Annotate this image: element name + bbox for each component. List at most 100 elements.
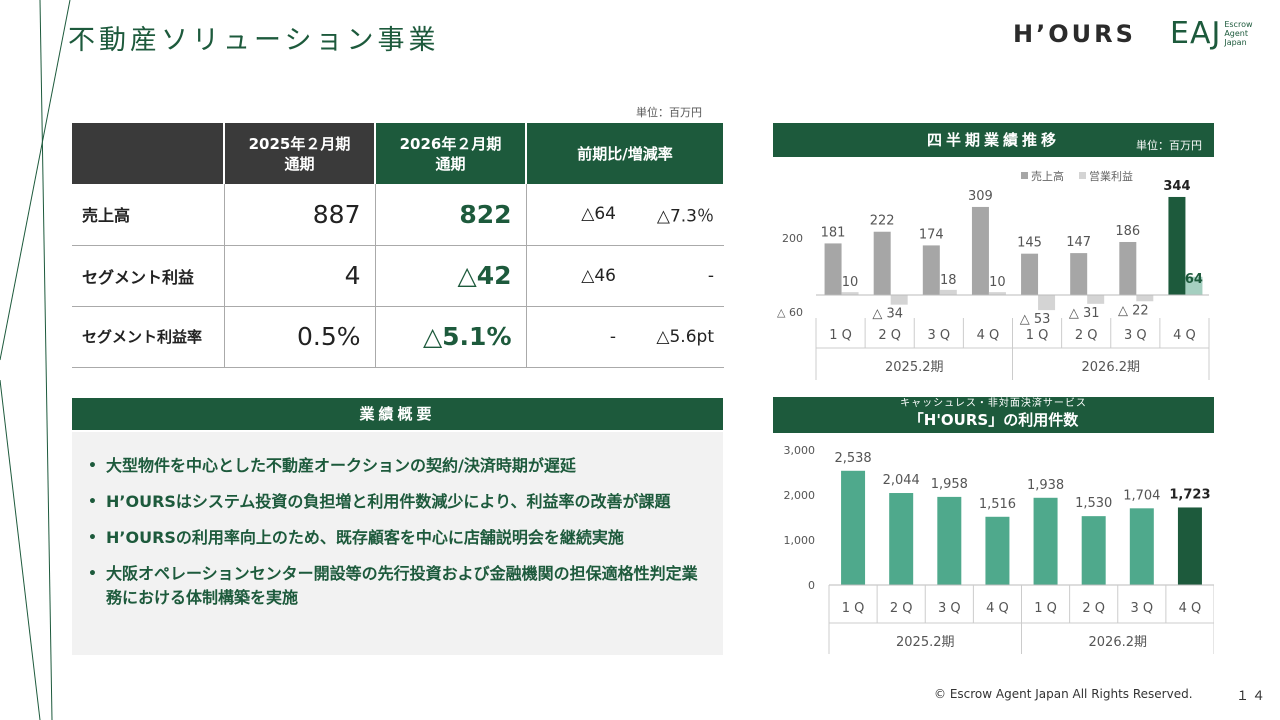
usage-data-label: 1,704 [1123, 488, 1160, 503]
eaj-logo: EAJ Escrow Agent Japan [1170, 14, 1253, 54]
sales-bar [824, 243, 842, 295]
y-tick-label: 2,000 [784, 489, 816, 502]
usage-data-label: 1,958 [931, 477, 968, 492]
table-header-fy2025: 2025年２月期 通期 [224, 123, 376, 184]
x-tick-label: 4 Q [986, 601, 1009, 616]
cell-fy2026: △5.1% [375, 306, 527, 368]
usage-bar [1081, 516, 1106, 585]
legend-label-sales: 売上高 [1031, 169, 1064, 183]
row-label: 売上高 [72, 184, 224, 246]
x-tick-label: 2 Q [1075, 328, 1098, 343]
table-row: セグメント利益率 0.5% △5.1% - △5.6pt [72, 306, 724, 368]
usage-data-label: 1,530 [1075, 496, 1112, 511]
x-tick-label: 1 Q [842, 601, 865, 616]
x-tick-label: 3 Q [938, 601, 961, 616]
cell-rate: △5.6pt [656, 326, 714, 347]
page-title: 不動産ソリューション事業 [68, 25, 440, 56]
chart1-title: 四半期業績推移 [926, 131, 1060, 149]
hours-logo: H’OURS [1013, 20, 1136, 48]
cell-comparison: △46 - [526, 245, 724, 307]
summary-list: 大型物件を中心とした不動産オークションの契約/決済時期が遅延 H’OURSはシス… [72, 432, 723, 610]
x-tick-label: 2 Q [878, 328, 901, 343]
x-group-label: 2026.2期 [1082, 360, 1141, 375]
x-tick-label: 3 Q [1124, 328, 1147, 343]
quarterly-results-chart: 売上高 営業利益 200 △ 60 181 10 222 △ 34 174 18 309 10 145 △… [777, 169, 1210, 380]
profit-data-label: 64 [1185, 272, 1203, 287]
profit-data-label: 18 [940, 273, 957, 288]
footer-copyright: © Escrow Agent Japan All Rights Reserved… [934, 687, 1193, 701]
y-tick-label: 1,000 [784, 534, 816, 547]
sales-bar [1119, 241, 1137, 295]
cell-diff: - [609, 326, 616, 347]
sales-data-label: 344 [1163, 179, 1190, 194]
eaj-logo-subtext: Escrow Agent Japan [1224, 20, 1253, 47]
table-unit: 単位：百万円 [636, 106, 702, 119]
list-item: 大型物件を中心とした不動産オークションの契約/決済時期が遅延 [88, 454, 703, 478]
y-tick-label: △ 60 [777, 306, 803, 319]
sales-data-label: 186 [1115, 224, 1140, 239]
sales-data-label: 174 [919, 227, 944, 242]
row-label: セグメント利益率 [72, 306, 224, 368]
usage-bar [1033, 497, 1058, 585]
usage-data-label: 2,538 [834, 451, 871, 466]
cell-fy2025: 0.5% [223, 306, 376, 368]
usage-data-label: 2,044 [883, 473, 920, 488]
x-tick-label: 1 Q [829, 328, 852, 343]
table-header-fy2026-line2: 通期 [435, 154, 466, 173]
cell-rate: △7.3％ [656, 206, 714, 227]
results-table: 2025年２月期 通期 2026年２月期 通期 前期比/増減率 売上高 887 … [72, 123, 725, 368]
legend-swatch-profit [1079, 172, 1086, 179]
table-row: 売上高 887 822 △64 △7.3％ [72, 184, 724, 246]
chart2-title: 「H'OURS」の利用件数 [908, 411, 1079, 429]
profit-bar [1038, 295, 1056, 311]
decorative-lines [0, 0, 71, 720]
table-row: セグメント利益 4 △42 △46 - [72, 245, 724, 307]
profit-data-label: △ 34 [872, 307, 903, 322]
x-tick-label: 4 Q [1173, 328, 1196, 343]
profit-bar [939, 289, 957, 295]
hours-usage-chart: 0 1,000 2,000 3,000 2,538 2,044 1,958 1,516 1,93… [784, 444, 1214, 654]
x-tick-label: 4 Q [977, 328, 1000, 343]
summary-box: 大型物件を中心とした不動産オークションの契約/決済時期が遅延 H’OURSはシス… [72, 432, 723, 655]
profit-bar [890, 295, 908, 305]
sales-bar [1168, 196, 1186, 295]
x-tick-label: 2 Q [890, 601, 913, 616]
profit-bar [1087, 295, 1105, 304]
x-tick-label: 3 Q [1130, 601, 1153, 616]
cell-diff: △46 [581, 265, 616, 286]
x-group-label: 2025.2期 [885, 360, 944, 375]
chart1-unit: 単位：百万円 [1136, 139, 1202, 152]
chart2-header: キャッシュレス・非対面決済サービス 「H'OURS」の利用件数 [773, 397, 1214, 433]
list-item: H’OURSの利用率向上のため、既存顧客を中心に店舗説明会を継続実施 [88, 526, 703, 550]
table-header-fy2025-line1: 2025年２月期 [248, 134, 351, 153]
summary-header: 業績概要 [72, 398, 723, 430]
list-item: H’OURSはシステム投資の負担増と利用件数減少により、利益率の改善が課題 [88, 490, 703, 514]
x-tick-label: 1 Q [1034, 601, 1057, 616]
profit-data-label: △ 53 [1020, 312, 1051, 327]
legend-label-profit: 営業利益 [1089, 169, 1133, 183]
sales-data-label: 145 [1017, 236, 1042, 251]
cell-rate: - [707, 265, 714, 286]
cell-comparison: △64 △7.3％ [526, 184, 724, 246]
table-header-comparison: 前期比/増減率 [526, 123, 725, 184]
x-group-label: 2025.2期 [896, 635, 955, 650]
page-number: １４ [1236, 689, 1269, 704]
profit-data-label: △ 31 [1069, 306, 1100, 321]
list-item: 大阪オペレーションセンター開設等の先行投資および金融機関の担保適格性判定業務にお… [88, 562, 703, 610]
eaj-logo-text: EAJ [1170, 16, 1222, 51]
sales-data-label: 147 [1066, 235, 1091, 250]
usage-bar [985, 516, 1010, 585]
chart1-header: 四半期業績推移 [773, 123, 1214, 157]
profit-bar [841, 292, 859, 296]
table-header-fy2026: 2026年２月期 通期 [375, 123, 527, 184]
sales-bar [1070, 253, 1088, 295]
x-tick-label: 1 Q [1026, 328, 1049, 343]
usage-data-label: 1,938 [1027, 478, 1064, 493]
cell-comparison: - △5.6pt [526, 306, 724, 368]
usage-bar [889, 493, 914, 585]
x-tick-label: 3 Q [927, 328, 950, 343]
sales-data-label: 181 [821, 225, 846, 240]
profit-bar [1185, 276, 1203, 295]
sales-bar [922, 245, 940, 295]
cell-fy2025: 4 [223, 245, 376, 307]
